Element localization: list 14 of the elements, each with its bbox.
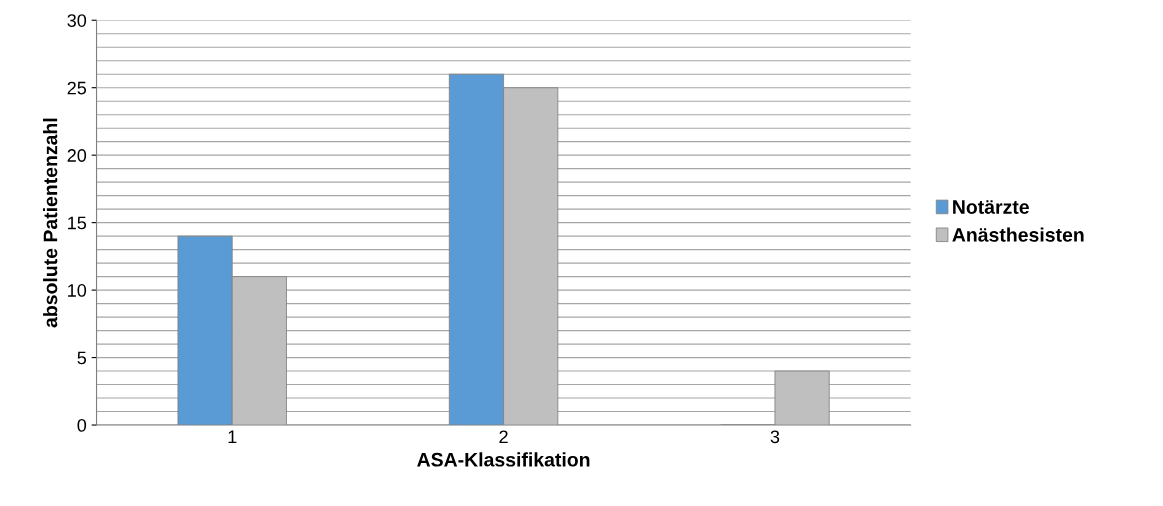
y-axis-title: absolute Patientenzahl: [43, 118, 58, 328]
y-tick-label: 25: [67, 81, 87, 95]
y-tick-label: 0: [77, 418, 87, 432]
x-tick-label: 1: [228, 430, 237, 443]
y-tick-label: 10: [68, 284, 87, 297]
y-tick-label: 30: [67, 14, 87, 27]
x-tick-label: 2: [499, 430, 508, 443]
x-tick-label: 3: [770, 430, 780, 444]
y-tick-label: 20: [67, 149, 87, 162]
legend-label: Anästhesisten: [952, 227, 1084, 242]
y-tick-label: 5: [77, 351, 87, 365]
y-tick-label: 15: [68, 216, 87, 230]
legend-label: Notärzte: [953, 200, 1029, 214]
x-axis-title: ASA-Klassifikation: [417, 452, 590, 467]
